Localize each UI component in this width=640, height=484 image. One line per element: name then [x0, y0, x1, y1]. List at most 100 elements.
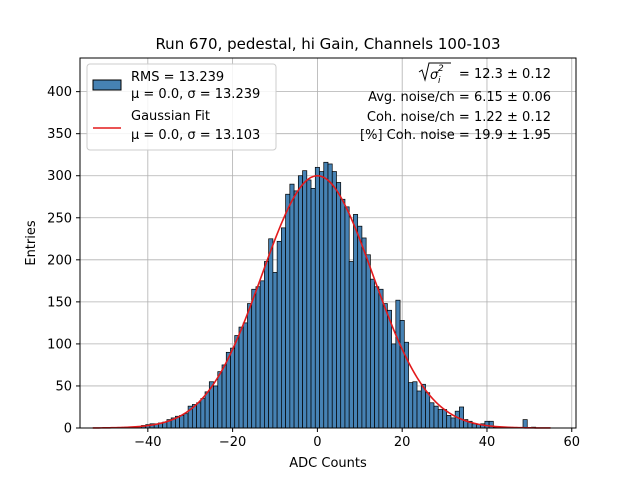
- y-tick-label: 0: [64, 422, 72, 437]
- histogram-bar: [293, 190, 299, 429]
- x-tick-label: 40: [479, 435, 496, 450]
- legend-box: [86, 63, 277, 151]
- y-tick-label: 50: [55, 379, 72, 394]
- histogram-bar: [272, 272, 278, 429]
- y-axis-ticks: 0 50 100 150 200 250 300 350 400: [47, 85, 80, 437]
- legend-entry-2-line-2: μ = 0.0, σ = 13.103: [131, 128, 260, 143]
- histogram-bar: [412, 381, 418, 429]
- histogram-bar: [327, 163, 333, 429]
- histogram-bar: [387, 309, 392, 429]
- histogram-bar: [234, 335, 240, 429]
- chart-title: Run 670, pedestal, hi Gain, Channels 100…: [155, 35, 500, 53]
- y-tick-label: 200: [47, 253, 72, 268]
- histogram-bar: [276, 240, 282, 429]
- histogram-bar: [183, 413, 189, 429]
- histogram-bar: [395, 299, 401, 429]
- histogram-bar: [310, 187, 316, 429]
- histogram-bar: [336, 182, 342, 429]
- histogram-bar: [459, 406, 465, 429]
- histogram-bar: [213, 385, 219, 429]
- histogram-bar: [297, 175, 303, 429]
- histogram-bar: [433, 405, 439, 429]
- histogram-bar: [306, 179, 312, 429]
- legend-entry-1-line-1: RMS = 13.239: [131, 70, 224, 85]
- histogram-bar: [200, 398, 206, 429]
- histogram-bar: [378, 288, 384, 429]
- histogram-bar: [348, 261, 354, 429]
- plot-frame: [79, 57, 577, 429]
- histogram-bar: [425, 392, 431, 429]
- histogram-bar: [522, 419, 528, 429]
- histogram-bar: [238, 326, 244, 429]
- histogram-bar: [285, 193, 291, 429]
- histogram-bar: [446, 415, 452, 429]
- histogram-bar: [399, 320, 405, 429]
- x-tick-label: 60: [563, 435, 580, 450]
- histogram-bar: [353, 214, 359, 429]
- histogram-bar: [344, 206, 350, 429]
- sqrt-sigma-symbol: σ 2 i: [418, 62, 451, 86]
- y-tick-label: 350: [47, 127, 72, 142]
- histogram-bar: [361, 237, 367, 429]
- x-axis-label: ADC Counts: [289, 456, 367, 471]
- histogram-bar: [247, 303, 253, 429]
- superscript-2-glyph: 2: [438, 64, 444, 74]
- histogram-bar: [268, 238, 274, 429]
- legend-entry-1-line-2: μ = 0.0, σ = 13.239: [131, 87, 260, 102]
- annotation-rms-noise: = 12.3 ± 0.12: [459, 67, 551, 82]
- histogram-bar: [230, 347, 236, 429]
- histogram-bar: [382, 303, 388, 429]
- histogram-bar: [302, 170, 308, 429]
- y-tick-label: 400: [47, 85, 72, 100]
- x-tick-label: −40: [134, 435, 161, 450]
- histogram-bar: [221, 364, 227, 429]
- x-tick-label: 0: [313, 435, 321, 450]
- histogram-bar: [370, 278, 375, 429]
- histogram-bar: [374, 286, 380, 429]
- histogram-bar: [323, 161, 329, 429]
- y-tick-label: 250: [47, 211, 72, 226]
- legend-histogram-patch: [92, 79, 122, 91]
- histogram-bar: [437, 409, 443, 429]
- histogram-bar: [391, 343, 397, 429]
- y-axis-label: Entries: [24, 220, 39, 266]
- histogram-bar: [365, 254, 371, 429]
- histogram-bar: [450, 417, 456, 429]
- histogram-bar: [340, 198, 346, 429]
- legend: RMS = 13.239 μ = 0.0, σ = 13.239 Gaussia…: [86, 63, 277, 151]
- histogram-bar: [242, 322, 248, 429]
- histogram-bar: [204, 391, 210, 429]
- annotation-coh-noise-percent: [%] Coh. noise = 19.9 ± 1.95: [360, 128, 551, 143]
- histogram-bar: [331, 171, 337, 429]
- histogram-bar: [314, 166, 320, 429]
- y-tick-label: 100: [47, 337, 72, 352]
- histogram-bar: [357, 225, 363, 429]
- histogram-bar: [179, 415, 185, 429]
- histogram-bar: [281, 227, 286, 429]
- y-tick-label: 300: [47, 169, 72, 184]
- histogram-bar: [420, 383, 426, 429]
- histogram-bar: [408, 382, 414, 429]
- histogram-bar: [442, 409, 448, 429]
- noise-annotations: σ 2 i = 12.3 ± 0.12 Avg. noise/ch = 6.15…: [360, 62, 551, 143]
- sqrt-radical-sign: [418, 62, 451, 82]
- x-tick-label: 20: [394, 435, 411, 450]
- histogram-bar: [454, 410, 460, 429]
- histogram-bar: [217, 371, 223, 429]
- gaussian-fit-curve: [92, 174, 551, 429]
- annotation-coh-noise: Coh. noise/ch = 1.22 ± 0.12: [367, 110, 551, 125]
- histogram-bar: [225, 351, 231, 429]
- histogram-bar: [251, 288, 257, 429]
- x-tick-label: −20: [219, 435, 246, 450]
- histogram-bar: [319, 171, 325, 429]
- histogram-bar: [289, 183, 295, 429]
- sigma-glyph: σ: [430, 68, 439, 83]
- histogram-bar: [416, 390, 422, 429]
- legend-entry-2-line-1: Gaussian Fit: [131, 109, 210, 124]
- histogram-bar: [264, 261, 269, 429]
- y-tick-label: 150: [47, 295, 72, 310]
- x-axis-ticks: −40 −20 0 20 40 60: [134, 428, 580, 450]
- histogram-bar: [429, 402, 435, 429]
